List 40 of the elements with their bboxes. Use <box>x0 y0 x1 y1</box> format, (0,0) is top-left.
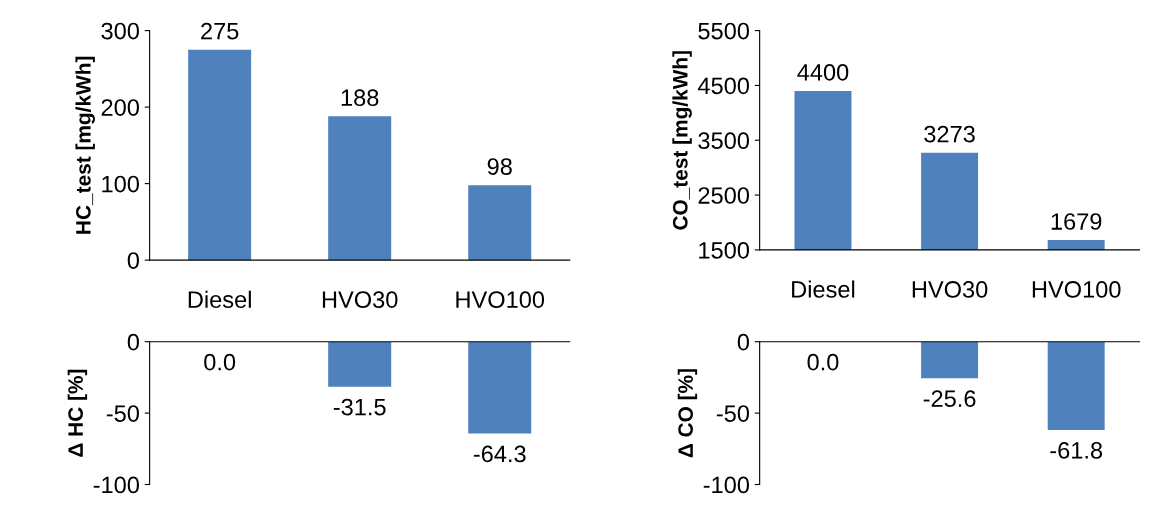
y-axis-title: Δ CO [%] <box>677 369 698 458</box>
data-label: 3273 <box>924 125 975 143</box>
y-tick-label: 300 <box>101 22 139 40</box>
data-label: 275 <box>201 22 239 40</box>
x-tick-label: HVO100 <box>1032 281 1121 298</box>
data-label: 1679 <box>1051 213 1102 230</box>
y-tick-label: 0 <box>127 333 139 351</box>
data-label: 98 <box>487 158 512 175</box>
y-tick-label: 3500 <box>698 132 750 150</box>
y-tick-label: -50 <box>106 405 139 422</box>
x-tick-label: Diesel <box>188 290 251 308</box>
y-axis-title: CO_test [mg/kWh] <box>672 51 692 230</box>
y-tick-label: 100 <box>102 175 139 193</box>
y-axis-title: Δ HC [%] <box>67 369 88 457</box>
data-label: -31.5 <box>333 398 386 416</box>
y-axis-title: HC_test [mg/kWh] <box>75 56 95 234</box>
y-tick-label: -100 <box>93 476 139 494</box>
y-tick-label: 1500 <box>699 241 750 259</box>
data-label: 188 <box>341 89 379 107</box>
data-label: 0.0 <box>807 353 839 371</box>
bar <box>328 116 392 261</box>
bar <box>188 49 252 261</box>
y-tick-label: 0 <box>127 252 139 269</box>
x-tick-label: HVO30 <box>322 291 398 308</box>
y-tick-label: 0 <box>737 333 750 351</box>
data-label: 0.0 <box>204 353 236 371</box>
data-label: 4400 <box>797 63 849 81</box>
y-tick-label: 200 <box>101 99 139 116</box>
y-tick-label: 5500 <box>698 22 750 40</box>
y-tick-label: 4500 <box>697 77 750 95</box>
x-tick-label: HVO100 <box>456 291 545 308</box>
data-label: -61.8 <box>1050 442 1103 459</box>
y-tick-label: -50 <box>716 405 750 422</box>
data-label: -25.6 <box>923 390 976 408</box>
x-tick-label: Diesel <box>792 280 855 298</box>
y-tick-label: -100 <box>703 476 750 494</box>
data-label: -64.3 <box>473 445 526 463</box>
y-tick-label: 2500 <box>698 187 750 204</box>
x-tick-label: HVO30 <box>912 281 988 298</box>
bar <box>468 185 532 261</box>
